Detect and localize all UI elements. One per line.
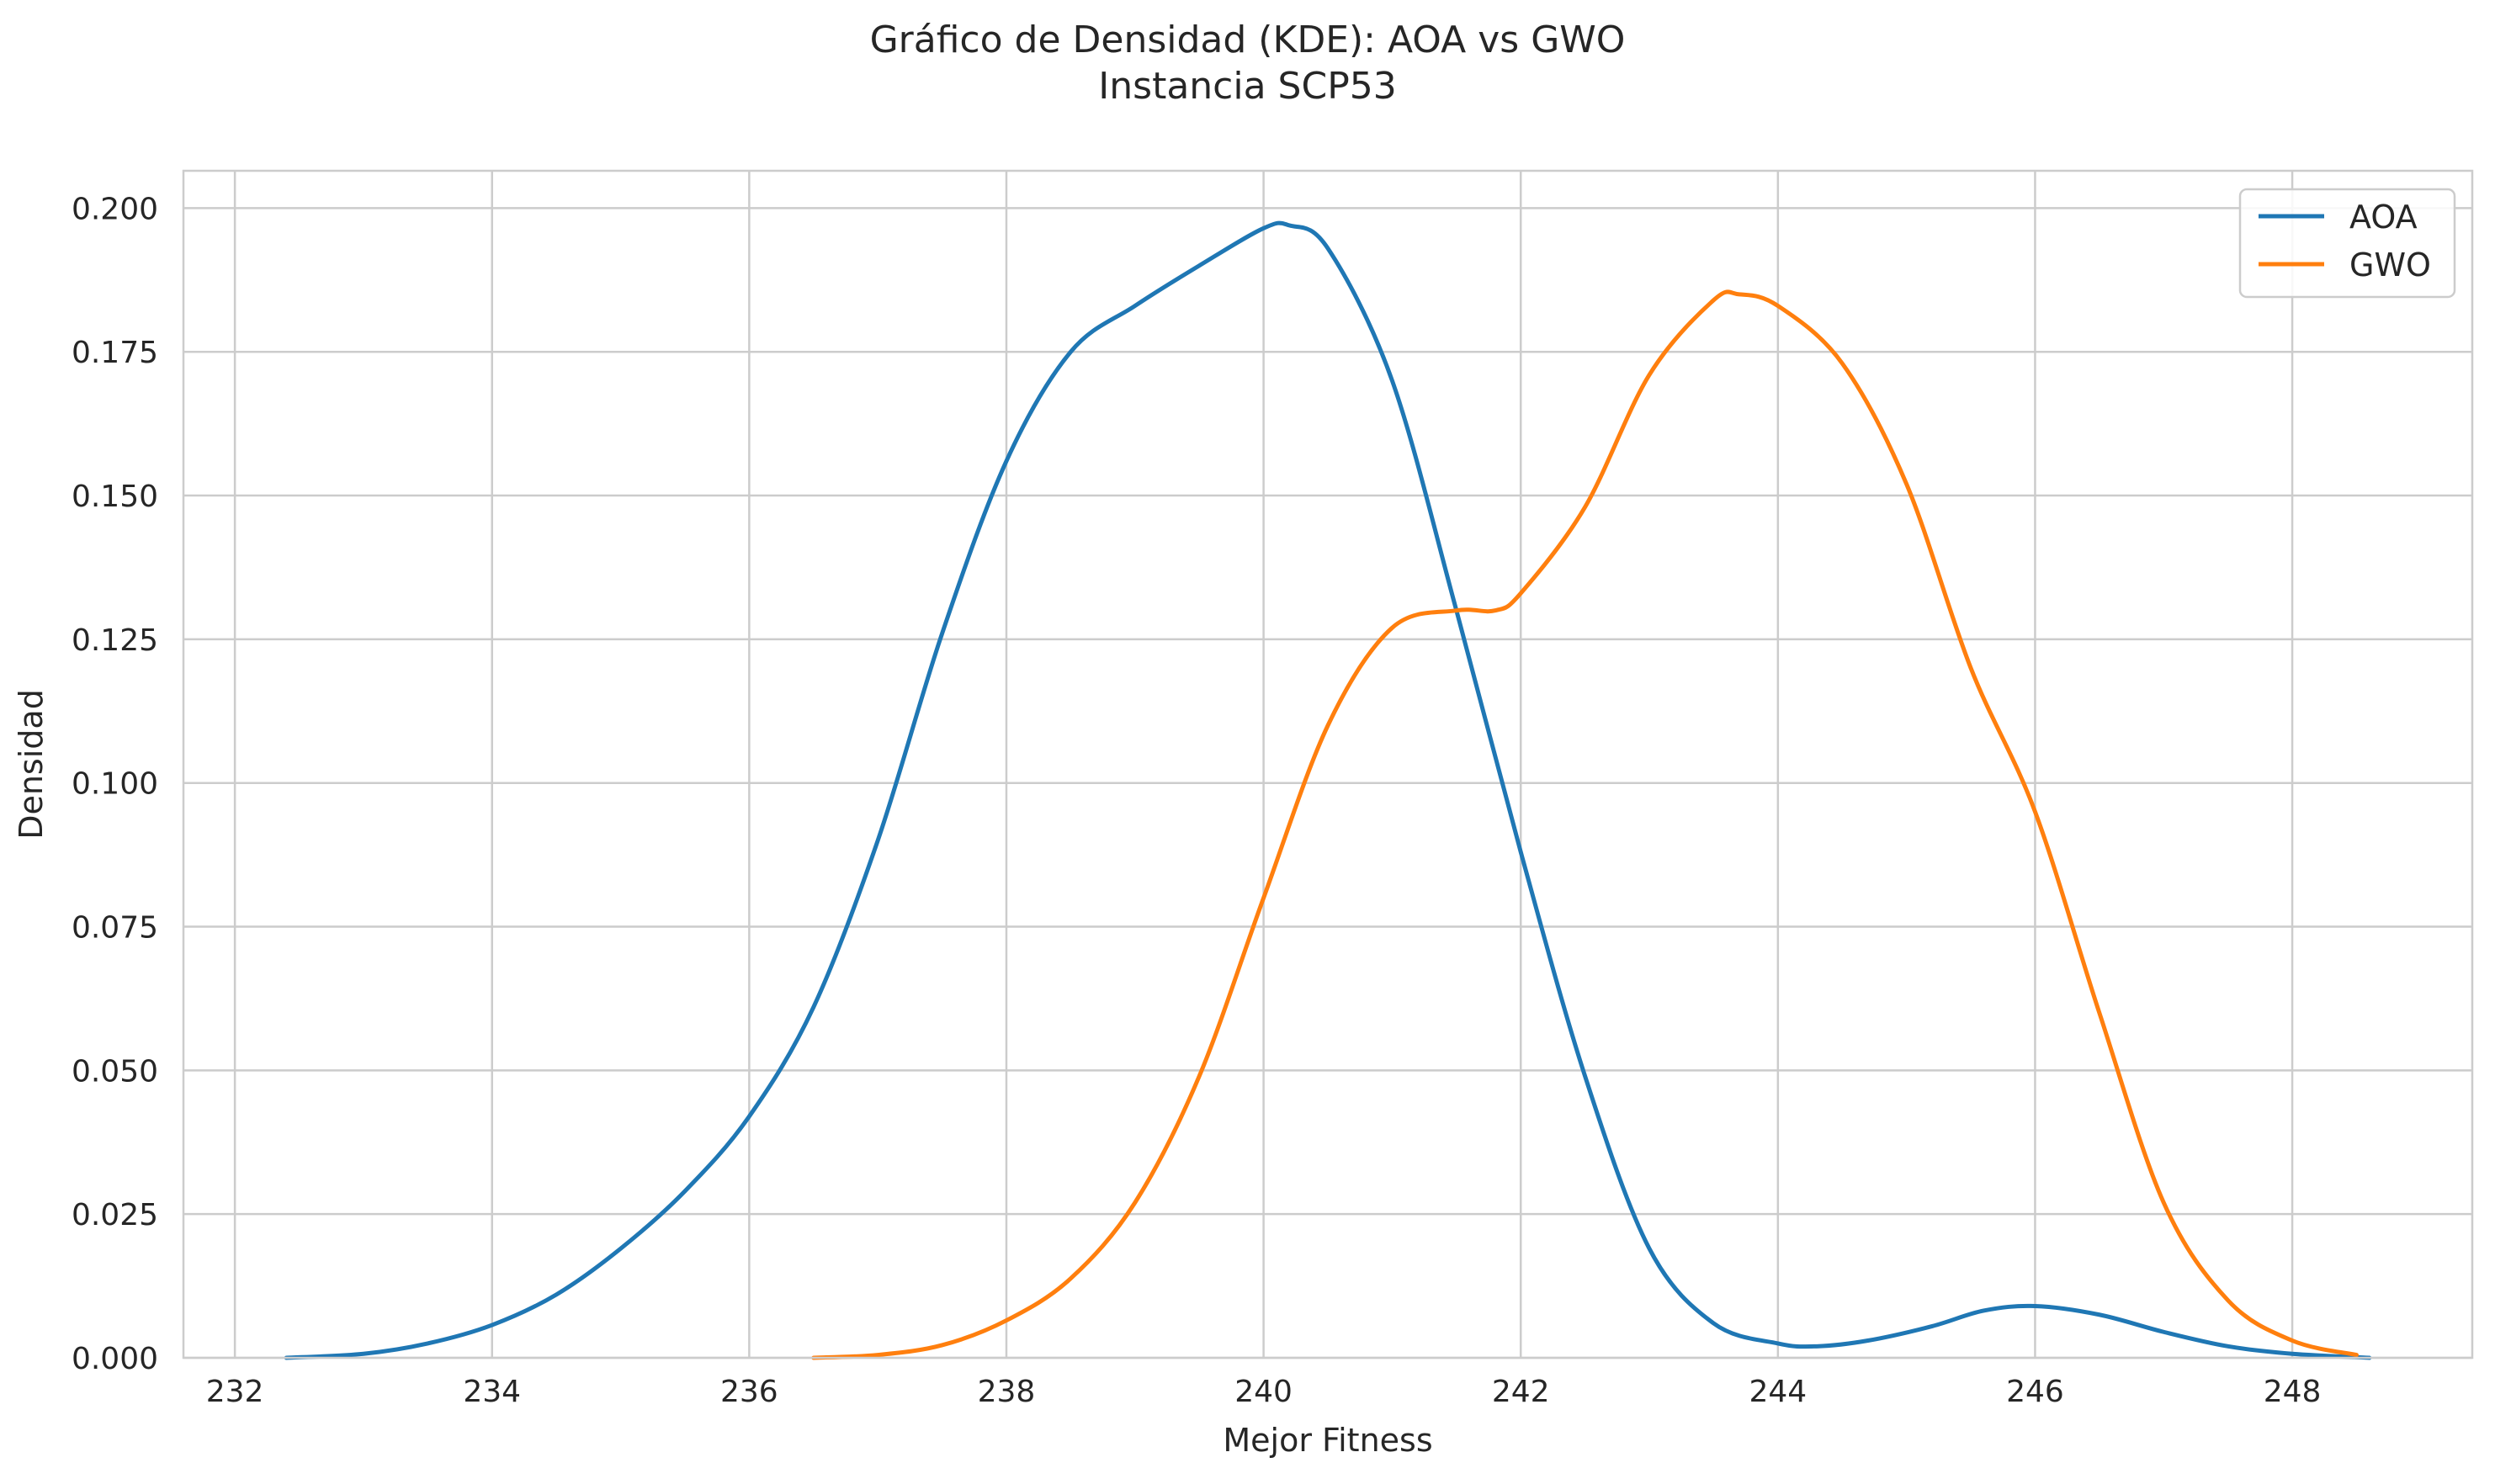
series-line-gwo: [811, 289, 2359, 1360]
x-tick-label: 240: [1234, 1375, 1293, 1409]
y-tick-label: 0.075: [72, 911, 158, 946]
y-tick-label: 0.100: [72, 767, 158, 802]
x-gridlines: [233, 171, 2294, 1358]
y-tick-label: 0.025: [72, 1198, 158, 1232]
x-tick-label: 236: [720, 1375, 778, 1409]
y-tick-label: 0.175: [72, 336, 158, 370]
plot-frame: [182, 169, 2474, 1359]
y-gridlines: [183, 207, 2472, 1359]
series-line-aoa: [284, 220, 2372, 1360]
y-tick-labels: 0.000 0.025 0.050 0.075 0.100 0.125 0.150 0.175…: [72, 192, 158, 1376]
y-tick-label: 0.050: [72, 1054, 158, 1089]
chart-subtitle: Instancia SCP53: [1098, 65, 1397, 108]
x-tick-label: 242: [1492, 1375, 1550, 1409]
x-tick-label: 248: [2264, 1375, 2322, 1409]
x-tick-label: 238: [978, 1375, 1036, 1409]
y-tick-label: 0.000: [72, 1342, 158, 1376]
x-tick-label: 244: [1749, 1375, 1807, 1409]
x-tick-label: 232: [206, 1375, 264, 1409]
y-tick-label: 0.125: [72, 623, 158, 658]
y-tick-label: 0.150: [72, 480, 158, 514]
x-tick-label: 246: [2006, 1375, 2064, 1409]
legend-label-aoa: AOA: [2349, 199, 2418, 236]
y-axis-label: Densidad: [13, 689, 50, 840]
y-tick-label: 0.200: [72, 192, 158, 226]
x-tick-label: 234: [463, 1375, 521, 1409]
chart-title: Gráfico de Densidad (KDE): AOA vs GWO: [869, 19, 1626, 61]
legend-label-gwo: GWO: [2349, 246, 2431, 284]
legend: AOA GWO: [2238, 188, 2456, 299]
series-layer: [284, 220, 2372, 1360]
x-axis-label: Mejor Fitness: [1223, 1422, 1432, 1459]
x-tick-labels: 232 234 236 238 240 242 244 246 248: [206, 1375, 2322, 1409]
